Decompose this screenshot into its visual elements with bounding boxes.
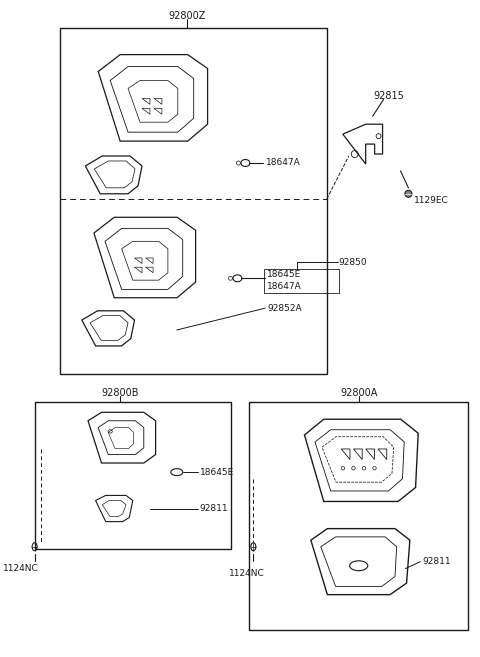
Text: 92800A: 92800A	[340, 388, 377, 397]
Text: 1124NC: 1124NC	[228, 569, 264, 578]
Text: 18645E: 18645E	[267, 270, 301, 279]
Text: 18647A: 18647A	[267, 282, 302, 291]
Text: 92811: 92811	[422, 557, 451, 566]
Bar	[264, 269, 339, 293]
Text: 18645E: 18645E	[200, 468, 234, 476]
Text: 18647A: 18647A	[266, 158, 301, 168]
Bar	[35, 401, 231, 549]
Ellipse shape	[405, 191, 412, 197]
Bar	[250, 401, 468, 630]
Text: 92815: 92815	[373, 91, 405, 101]
Bar	[60, 28, 327, 374]
Text: 92850: 92850	[339, 258, 368, 267]
Text: 1129EC: 1129EC	[414, 196, 449, 205]
Text: 92800Z: 92800Z	[168, 11, 205, 21]
Text: 92811: 92811	[200, 505, 228, 513]
Text: 92852A: 92852A	[267, 304, 302, 313]
Text: 92800B: 92800B	[101, 388, 139, 397]
Text: 1124NC: 1124NC	[3, 564, 38, 573]
